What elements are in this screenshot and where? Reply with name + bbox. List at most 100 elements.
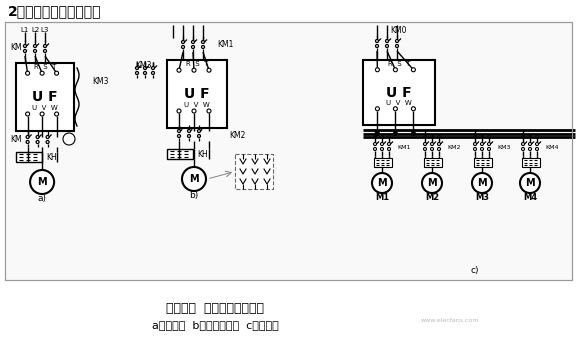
Circle shape — [529, 148, 531, 150]
Circle shape — [182, 45, 185, 49]
Circle shape — [192, 68, 196, 72]
Text: KM: KM — [10, 135, 21, 144]
Circle shape — [411, 131, 416, 136]
Circle shape — [422, 173, 442, 193]
Text: KM2: KM2 — [229, 131, 245, 140]
Text: M1: M1 — [375, 193, 389, 202]
Circle shape — [25, 71, 29, 75]
Text: KM3: KM3 — [497, 144, 511, 149]
Circle shape — [63, 133, 75, 145]
Bar — [374, 158, 392, 167]
Circle shape — [474, 143, 477, 145]
Circle shape — [488, 143, 490, 145]
Circle shape — [411, 68, 415, 72]
Bar — [5, 22, 572, 280]
Circle shape — [25, 112, 29, 116]
Circle shape — [152, 67, 155, 69]
Bar — [474, 158, 492, 167]
Circle shape — [395, 45, 399, 48]
Circle shape — [535, 143, 538, 145]
Text: KM2: KM2 — [447, 144, 460, 149]
Circle shape — [33, 45, 36, 48]
Text: M: M — [477, 178, 487, 188]
Text: L2: L2 — [31, 27, 39, 33]
Circle shape — [55, 112, 59, 116]
Text: d: d — [487, 134, 491, 139]
Text: M2: M2 — [425, 193, 439, 202]
Circle shape — [520, 173, 540, 193]
Text: d: d — [535, 134, 539, 139]
Circle shape — [40, 71, 44, 75]
Text: KM3: KM3 — [92, 77, 108, 86]
Text: 图４－２  变频器输出主电路: 图４－２ 变频器输出主电路 — [166, 302, 264, 315]
Text: R  S  T: R S T — [186, 61, 208, 67]
Circle shape — [152, 72, 155, 75]
Circle shape — [177, 68, 181, 72]
Text: KH: KH — [46, 153, 57, 162]
Circle shape — [395, 40, 399, 42]
Circle shape — [24, 50, 27, 53]
Circle shape — [30, 170, 54, 194]
Text: d: d — [387, 134, 391, 139]
Bar — [363, 60, 435, 125]
Circle shape — [26, 140, 29, 144]
Circle shape — [46, 140, 49, 144]
Circle shape — [385, 45, 388, 48]
Bar — [235, 154, 273, 189]
Circle shape — [182, 41, 185, 44]
Circle shape — [376, 40, 379, 42]
Circle shape — [372, 173, 392, 193]
Circle shape — [424, 143, 426, 145]
Text: U  V  W: U V W — [184, 102, 210, 108]
Circle shape — [178, 130, 181, 132]
Circle shape — [178, 135, 181, 138]
Bar — [424, 158, 442, 167]
Circle shape — [430, 143, 433, 145]
Circle shape — [207, 109, 211, 113]
Text: a): a) — [38, 194, 47, 202]
Text: www.elecfans.com: www.elecfans.com — [421, 318, 479, 323]
Bar — [16, 152, 42, 162]
Circle shape — [192, 109, 196, 113]
Circle shape — [376, 68, 380, 72]
Text: U F: U F — [184, 87, 210, 101]
Text: M: M — [38, 177, 47, 187]
Text: KM1: KM1 — [217, 40, 233, 49]
Text: L1: L1 — [21, 27, 29, 33]
Circle shape — [376, 45, 379, 48]
Text: KM1: KM1 — [397, 144, 410, 149]
Circle shape — [430, 148, 433, 150]
Circle shape — [197, 130, 200, 132]
Text: d: d — [373, 134, 377, 139]
Circle shape — [40, 112, 44, 116]
Circle shape — [192, 41, 194, 44]
Circle shape — [424, 148, 426, 150]
Circle shape — [201, 41, 204, 44]
Circle shape — [197, 135, 200, 138]
Circle shape — [24, 45, 27, 48]
Text: d: d — [521, 134, 525, 139]
Text: d: d — [423, 134, 427, 139]
Circle shape — [136, 72, 138, 75]
Circle shape — [373, 143, 377, 145]
Text: M: M — [525, 178, 535, 188]
Circle shape — [373, 148, 377, 150]
Circle shape — [144, 72, 147, 75]
Circle shape — [535, 148, 538, 150]
Circle shape — [182, 167, 206, 191]
Circle shape — [36, 140, 39, 144]
Text: U  V  W: U V W — [32, 105, 58, 111]
Text: R  S  T: R S T — [388, 61, 410, 67]
Circle shape — [388, 148, 391, 150]
Bar — [16, 63, 74, 131]
Circle shape — [522, 148, 524, 150]
Circle shape — [207, 68, 211, 72]
Circle shape — [192, 45, 194, 49]
Bar — [167, 60, 227, 128]
Text: d: d — [437, 134, 441, 139]
Text: b): b) — [189, 190, 198, 199]
Circle shape — [380, 148, 384, 150]
Circle shape — [136, 67, 138, 69]
Circle shape — [46, 135, 49, 139]
Text: M: M — [427, 178, 437, 188]
